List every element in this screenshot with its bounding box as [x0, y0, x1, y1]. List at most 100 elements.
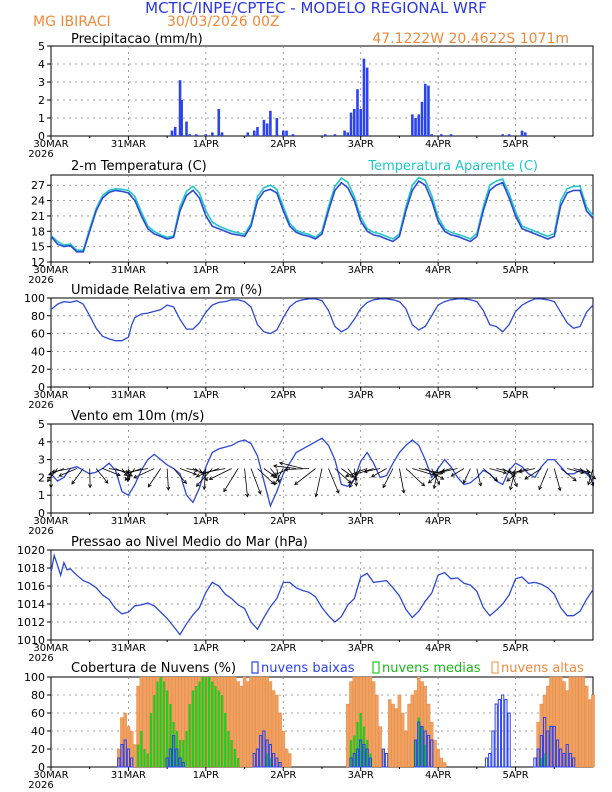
precip-bar [523, 132, 527, 136]
y-tick-label: 1 [38, 489, 45, 502]
x-year-label: 2026 [28, 149, 53, 160]
mid-cloud-bar [204, 677, 207, 767]
x-tick-label: 1APR [193, 643, 219, 654]
panel-frame [50, 45, 594, 137]
high-cloud-bar [133, 744, 137, 768]
wind-arrow [52, 468, 71, 473]
x-tick-label: 31MAR [111, 516, 146, 527]
wind-arrow [496, 468, 512, 473]
wind-arrow-head [200, 470, 206, 475]
mid-cloud-bar [140, 731, 143, 767]
wind-arrow-head [591, 475, 597, 480]
low-cloud-bar [168, 748, 172, 768]
y-tick-label: 1020 [17, 544, 45, 557]
wind-arrow [196, 468, 219, 477]
wind-arrow-head [47, 477, 51, 483]
precip-bar [356, 89, 359, 136]
wind-arrow-head [349, 473, 355, 478]
mid-cloud-bar [188, 704, 191, 767]
x-tick-label: 2APR [270, 643, 296, 654]
mid-cloud-bar [162, 681, 166, 767]
high-cloud-bar [404, 730, 408, 768]
wind-arrow-head [431, 471, 437, 475]
x-year-label: 2026 [28, 780, 53, 791]
wind-arrow [223, 468, 239, 492]
wind-arrow [341, 468, 354, 478]
mid-cloud-bar [366, 740, 369, 767]
wind-arrow [579, 468, 596, 480]
y-tick-label: 100 [24, 671, 45, 684]
precip-bar [285, 130, 288, 136]
low-cloud-bar [255, 748, 260, 768]
high-cloud-bar [236, 681, 240, 768]
mid-cloud-bar [227, 731, 230, 767]
wind-arrow-head [314, 493, 319, 498]
wind-arrow-head [572, 477, 577, 482]
wind-arrow-head [524, 475, 529, 480]
wind-arrow-head [344, 473, 350, 478]
x-tick-label: 2APR [270, 265, 296, 276]
mid-cloud-bar [143, 749, 146, 767]
x-tick-label: 5APR [502, 516, 528, 527]
low-cloud-bar [488, 753, 492, 768]
chart-title: MCTIC/INPE/CPTEC - MODELO REGIONAL WRF [145, 0, 487, 17]
wind-arrow-head [580, 470, 585, 475]
precip-bar [173, 127, 177, 136]
legend-low-clouds-label: nuvens baixas [261, 661, 355, 676]
x-tick-label: 2APR [270, 139, 296, 150]
low-cloud-bar [165, 757, 169, 768]
wind-arrow-head [518, 469, 523, 474]
y-tick-label: 2 [38, 471, 45, 484]
wind-arrow [199, 468, 208, 481]
wind-arrow-head [283, 467, 289, 472]
wind-arrow-head [51, 469, 56, 474]
low-cloud-bar [572, 757, 576, 768]
low-cloud-bar [426, 735, 431, 768]
low-cloud-bar [365, 748, 369, 768]
wind-arrow-head [71, 480, 76, 485]
wind-arrow-head [508, 486, 513, 491]
wind-arrow-head [48, 484, 54, 489]
y-tick-label: 60 [31, 707, 45, 720]
high-cloud-bar [278, 712, 282, 768]
panel-title: Pressao ao Nivel Medio do Mar (hPa) [71, 535, 308, 550]
precip-bar [359, 109, 363, 136]
x-tick-label: 5APR [502, 643, 528, 654]
wind-arrow [328, 468, 340, 494]
wind-arrow [124, 468, 136, 481]
wind-arrow [127, 468, 148, 473]
low-cloud-bar [504, 699, 508, 768]
wind-arrow-head [195, 482, 200, 487]
x-tick-label: 30MAR [33, 516, 68, 527]
wind-arrow [587, 468, 594, 485]
wind-arrow-head [590, 482, 595, 487]
high-cloud-bar [591, 694, 595, 768]
y-tick-label: 60 [31, 328, 45, 341]
wind-arrow-head [478, 482, 483, 487]
low-cloud-bar [423, 730, 427, 768]
wind-arrow-head [124, 476, 129, 481]
x-tick-label: 30MAR [33, 265, 68, 276]
wind-arrow [567, 468, 584, 474]
wind-arrow-head [347, 479, 352, 484]
wind-arrow-head [270, 473, 275, 477]
cloud-legend: nuvens baixas nuvens medias nuvens altas [251, 661, 584, 676]
precip-bar [427, 85, 430, 136]
wind-speed-line [50, 437, 594, 508]
mid-cloud-bar [233, 749, 237, 767]
precip-bar [252, 130, 256, 136]
wind-arrow [382, 468, 394, 488]
x-year-label: 2026 [28, 526, 53, 537]
y-tick-label: 1018 [17, 562, 45, 575]
precip-bar [333, 134, 337, 136]
precip-bar [180, 100, 183, 136]
low-cloud-bar [181, 762, 185, 768]
precip-bar [349, 112, 353, 136]
x-tick-label: 4APR [425, 139, 451, 150]
precip-bar [211, 132, 214, 136]
y-tick-label: 1014 [17, 598, 45, 611]
low-cloud-bar [549, 726, 553, 768]
x-tick-label: 5APR [502, 770, 528, 781]
wind-arrow [538, 468, 549, 490]
y-tick-label: 1 [38, 112, 45, 125]
